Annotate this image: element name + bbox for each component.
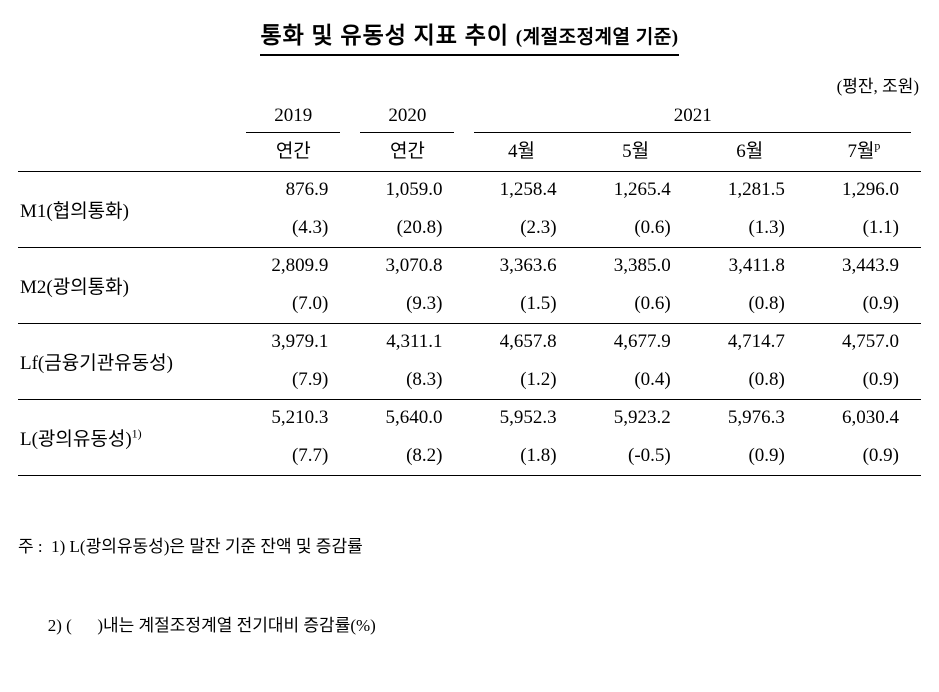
change-cell: (1.2) [464,361,578,399]
value-cell: 4,311.1 [350,323,464,361]
value-cell: 5,640.0 [350,399,464,437]
value-cell: 1,059.0 [350,171,464,209]
value-cell: 876.9 [236,171,350,209]
change-cell: (-0.5) [579,437,693,475]
indicator-label: M1(협의통화) [18,171,236,247]
change-cell: (8.3) [350,361,464,399]
footnotes: 주 : 1) L(광의유동성)은 말잔 기준 잔액 및 증감률 2) ( )내는… [18,482,921,692]
corner-cell [18,133,236,171]
change-cell: (7.7) [236,437,350,475]
value-cell: 4,714.7 [693,323,807,361]
change-cell: (0.8) [693,285,807,323]
value-cell: 5,976.3 [693,399,807,437]
value-cell: 3,443.9 [807,247,921,285]
value-cell: 4,757.0 [807,323,921,361]
value-cell: 6,030.4 [807,399,921,437]
year-header-2021: 2021 [464,99,921,133]
period-header: 4월 [464,133,578,171]
value-cell: 1,265.4 [579,171,693,209]
change-cell: (0.9) [693,437,807,475]
period-header: 연간 [236,133,350,171]
value-cell: 3,363.6 [464,247,578,285]
year-header-2020: 2020 [350,99,464,133]
indicator-label: M2(광의통화) [18,247,236,323]
value-cell: 5,923.2 [579,399,693,437]
value-cell: 3,385.0 [579,247,693,285]
value-cell: 5,210.3 [236,399,350,437]
period-header: 6월 [693,133,807,171]
change-cell: (7.9) [236,361,350,399]
change-cell: (0.4) [579,361,693,399]
period-header: 7월p [807,133,921,171]
change-cell: (0.8) [693,361,807,399]
period-header: 연간 [350,133,464,171]
footnote-line: 주 : 1) L(광의유동성)은 말잔 기준 잔액 및 증감률 [18,534,921,560]
change-cell: (0.9) [807,361,921,399]
value-cell: 1,281.5 [693,171,807,209]
year-header-2019: 2019 [236,99,350,133]
indicators-table: 2019 2020 2021 연간 연간 4월 5월 6월 7월p M1(협의통… [18,99,921,476]
value-cell: 3,411.8 [693,247,807,285]
change-cell: (0.9) [807,285,921,323]
value-cell: 5,952.3 [464,399,578,437]
document-page: 통화 및 유동성 지표 추이 (계절조정계열 기준) (평잔, 조원) 2019… [0,0,939,540]
change-cell: (1.5) [464,285,578,323]
value-cell: 2,809.9 [236,247,350,285]
period-header: 5월 [579,133,693,171]
value-cell: 3,070.8 [350,247,464,285]
value-cell: 4,657.8 [464,323,578,361]
title-sub: (계절조정계열 기준) [516,27,679,48]
page-title: 통화 및 유동성 지표 추이 (계절조정계열 기준) [260,16,678,56]
indicator-label-footnote-marker: 1) [132,426,142,440]
change-cell: (1.3) [693,209,807,247]
change-cell: (2.3) [464,209,578,247]
change-cell: (0.6) [579,209,693,247]
value-cell: 3,979.1 [236,323,350,361]
change-cell: (20.8) [350,209,464,247]
title-main: 통화 및 유동성 지표 추이 [260,23,515,48]
value-cell: 4,677.9 [579,323,693,361]
corner-cell [18,99,236,133]
change-cell: (1.8) [464,437,578,475]
indicator-label: Lf(금융기관유동성) [18,323,236,399]
year-header-row: 2019 2020 2021 [18,99,921,133]
change-cell: (8.2) [350,437,464,475]
change-cell: (9.3) [350,285,464,323]
change-cell: (4.3) [236,209,350,247]
change-cell: (7.0) [236,285,350,323]
change-cell: (0.6) [579,285,693,323]
title-wrap: 통화 및 유동성 지표 추이 (계절조정계열 기준) [18,16,921,56]
change-cell: (0.9) [807,437,921,475]
value-cell: 1,258.4 [464,171,578,209]
period-header-row: 연간 연간 4월 5월 6월 7월p [18,133,921,171]
unit-note: (평잔, 조원) [18,72,921,97]
value-cell: 1,296.0 [807,171,921,209]
footnote-line: 2) ( )내는 계절조정계열 전기대비 증감률(%) [18,613,921,639]
change-cell: (1.1) [807,209,921,247]
indicator-label: L(광의유동성)1) [18,399,236,475]
